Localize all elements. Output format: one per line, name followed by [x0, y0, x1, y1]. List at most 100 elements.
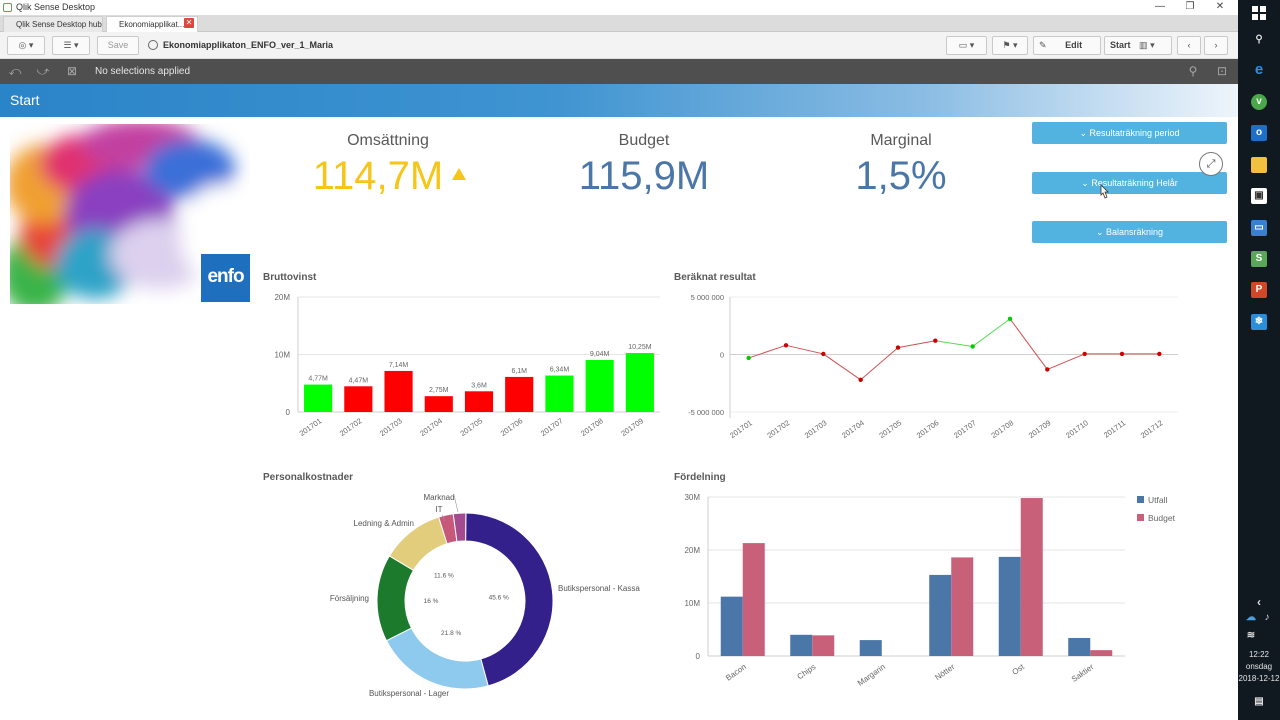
clock-day: onsdag	[1245, 662, 1273, 671]
chevron-down-icon: ▾	[1150, 40, 1155, 50]
list-icon: ☰	[63, 40, 72, 50]
fordelning-title: Fördelning	[674, 472, 726, 483]
search-icon[interactable]: ⚲	[1255, 34, 1263, 45]
windows-start-icon[interactable]	[1252, 6, 1266, 20]
step-forward-icon[interactable]: ⤻	[36, 64, 50, 78]
bookmark-button[interactable]: ⚑ ▾	[992, 36, 1028, 55]
smart-search-icon[interactable]: ⊡	[1216, 64, 1228, 78]
data-label: 6,1M	[511, 368, 527, 375]
compass-icon: ◎	[18, 40, 27, 50]
store-icon[interactable]: ▣	[1251, 188, 1267, 204]
next-sheet-button[interactable]: ›	[1204, 36, 1228, 55]
balansrakning-button[interactable]: ⌄ Balansräkning	[1032, 221, 1227, 243]
series-line-segment	[935, 340, 973, 347]
clock-time[interactable]: 12:22	[1248, 650, 1270, 659]
bar	[1068, 637, 1091, 656]
x-tick-label: 201701	[298, 416, 324, 438]
x-tick-label: Margarin	[856, 662, 887, 687]
sheet-title: Start	[10, 92, 40, 108]
bar	[344, 386, 373, 412]
outlook-icon[interactable]: o	[1251, 125, 1267, 141]
y-tick-label: 0	[696, 652, 701, 661]
global-menu-button[interactable]: ☰ ▾	[52, 36, 90, 55]
slice-name-label: Butikspersonal - Kassa	[558, 584, 640, 593]
y-tick-label: 0	[286, 408, 291, 417]
qlik-sense-icon[interactable]: S	[1251, 251, 1267, 267]
bar	[545, 375, 574, 412]
warning-triangle-icon	[452, 168, 466, 180]
previous-sheet-button[interactable]: ‹	[1177, 36, 1201, 55]
x-tick-label: 201703	[378, 416, 404, 438]
fordelning-chart[interactable]: 0 10M 20M 30M Bacon Chips Margarin Nötter Ost Sak…	[670, 485, 1200, 695]
tab-app[interactable]: Ekonomiapplikat...	[106, 16, 198, 32]
qlikview-icon[interactable]: v	[1251, 94, 1267, 110]
resultatrakning-period-button[interactable]: ⌄ Resultaträkning period	[1032, 122, 1227, 144]
x-tick-label: 201705	[458, 416, 484, 438]
series-line-segment	[1047, 353, 1085, 370]
expand-icon[interactable]: ⤢	[1199, 152, 1223, 176]
kpi-marginal-label: Marginal	[870, 132, 932, 149]
personalkostnader-chart[interactable]: 45.6 % Butikspersonal - Kassa 21.8 % Butiks…	[262, 485, 662, 710]
data-point	[933, 338, 938, 343]
data-point	[821, 351, 826, 357]
resultatrakning-helar-button[interactable]: ⌄ Resultaträkning Helår	[1032, 172, 1227, 194]
edge-icon[interactable]: e	[1254, 61, 1264, 78]
tab-hub[interactable]: Qlik Sense Desktop hub	[3, 16, 103, 32]
data-label: 7,14M	[389, 362, 409, 369]
file-explorer-icon[interactable]	[1251, 157, 1267, 173]
bar	[625, 353, 654, 412]
x-tick-label: Bacon	[724, 662, 748, 682]
y-tick-label: 10M	[274, 351, 290, 360]
restore-button[interactable]: ❐	[1185, 1, 1195, 12]
window-title: Qlik Sense Desktop	[16, 2, 96, 12]
edit-button[interactable]: ✎ Edit	[1033, 36, 1101, 55]
bar	[812, 635, 835, 656]
button-label: Resultaträkning period	[1089, 128, 1180, 138]
x-tick-label: Nötter	[933, 662, 956, 682]
bruttovinst-chart[interactable]: 0 10M 20M 4,77M 201701 4,47M 201702 7,14M 201703…	[260, 285, 665, 450]
x-tick-label: 201707	[952, 418, 978, 440]
chevron-down-icon: ⌄	[1095, 227, 1104, 237]
y-tick-label: 30M	[684, 493, 700, 502]
onedrive-icon[interactable]: ☁	[1246, 612, 1256, 623]
minimize-button[interactable]: —	[1155, 1, 1165, 12]
y-tick-label: 20M	[684, 546, 700, 555]
kpi-omsattning-label: Omsättning	[347, 132, 429, 149]
presentation-icon: ▭	[958, 40, 968, 50]
clear-selections-icon[interactable]: ⊠	[66, 64, 78, 78]
data-label: 2,75M	[429, 387, 449, 394]
step-back-icon[interactable]: ⤺	[8, 64, 22, 78]
network-icon[interactable]: ≋	[1246, 630, 1256, 641]
search-icon[interactable]: ⚲	[1188, 64, 1198, 78]
chevron-down-icon: ⌄	[1079, 128, 1087, 138]
save-button[interactable]: Save	[97, 36, 139, 55]
bar	[859, 640, 882, 656]
clock-date: 2018-12-12	[1238, 674, 1280, 683]
chart-icon: ▥	[1139, 40, 1148, 50]
powerpoint-icon[interactable]: P	[1251, 282, 1267, 298]
sheet-selector-label: Start	[1110, 40, 1131, 50]
close-window-button[interactable]: ✕	[1215, 1, 1225, 12]
slice-name-label: IT	[435, 505, 442, 514]
legend-label: Utfall	[1148, 495, 1167, 505]
button-label: Resultaträkning Helår	[1091, 178, 1178, 188]
y-tick-label: 0	[720, 351, 724, 360]
snowflake-app-icon[interactable]: ❄	[1251, 314, 1267, 330]
slice-percent-label: 45.6 %	[489, 595, 509, 602]
bar	[464, 391, 494, 412]
sheet-selector-button[interactable]: Start ▥ ▾	[1104, 36, 1172, 55]
notifications-icon[interactable]: ▤	[1254, 696, 1264, 707]
beraknat-resultat-chart[interactable]: 5 000 000 0 -5 000 000 201701 201702 201703 20…	[670, 285, 1180, 450]
chevron-up-icon[interactable]: ‹	[1257, 595, 1261, 609]
pie-slice	[385, 627, 489, 690]
tab-close-icon[interactable]: ✕	[184, 18, 194, 28]
pencil-icon: ✎	[1039, 40, 1047, 50]
volume-icon[interactable]: ♪	[1264, 612, 1270, 623]
remote-desktop-icon[interactable]: ▭	[1251, 220, 1267, 236]
story-button[interactable]: ▭ ▾	[946, 36, 987, 55]
legend-label: Budget	[1148, 513, 1176, 523]
x-tick-label: Chips	[795, 662, 817, 681]
enfo-logo: enfo	[201, 254, 250, 302]
x-tick-label: 201702	[338, 416, 364, 438]
navigation-menu-button[interactable]: ◎ ▾	[7, 36, 45, 55]
